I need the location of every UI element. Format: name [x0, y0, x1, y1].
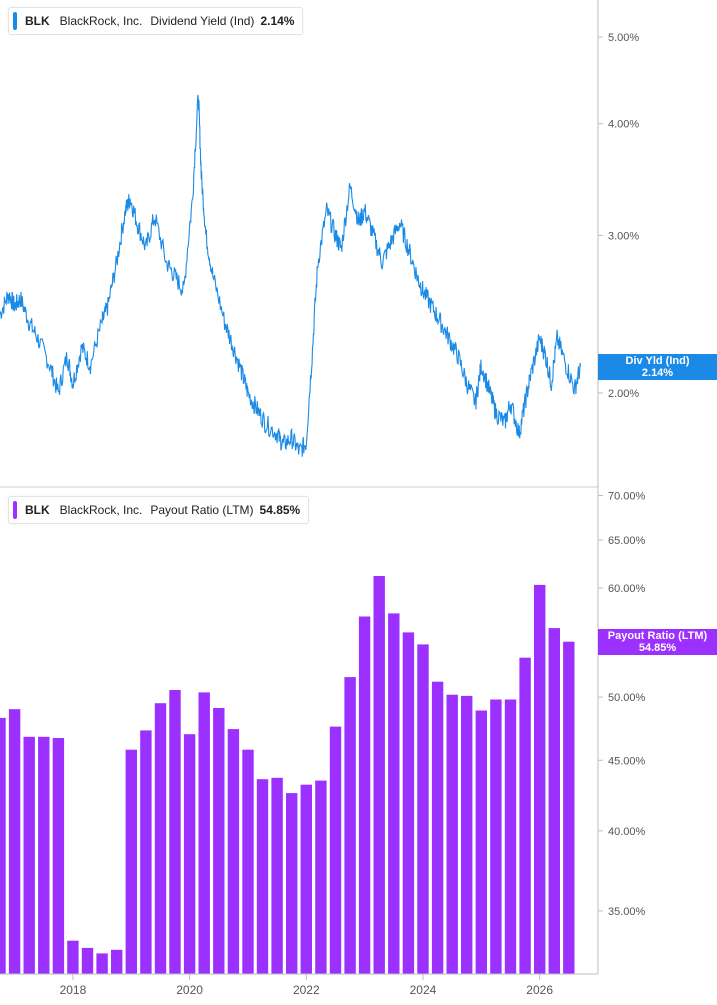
payout-bar — [198, 692, 210, 974]
legend-swatch-bar — [13, 501, 17, 519]
payout-bar — [519, 657, 531, 974]
payout-bar — [329, 726, 342, 974]
x-tick-label: 2022 — [293, 983, 320, 997]
legend-payout-ratio: BLK BlackRock, Inc. Payout Ratio (LTM) 5… — [8, 496, 310, 524]
payout-bar — [563, 641, 575, 974]
legend-ticker: BLK — [25, 14, 50, 28]
y-tick-label: 40.00% — [608, 826, 646, 838]
payout-bar — [534, 584, 546, 974]
tag-value: 2.14% — [641, 366, 674, 379]
x-tick-label: 2018 — [60, 983, 87, 997]
y-tick-label: 65.00% — [608, 535, 646, 547]
payout-bar — [227, 729, 240, 974]
x-tick-label: 2026 — [526, 983, 553, 997]
payout-bar — [169, 690, 181, 974]
y-tick-label: 3.00% — [608, 230, 639, 242]
payout-bar — [300, 784, 312, 974]
top-y-ticks: 2.00% 3.00% 4.00% 5.00% — [598, 32, 639, 400]
current-value-tag-yield: Div Yld (Ind) 2.14% — [598, 353, 717, 380]
payout-bar — [154, 703, 167, 974]
tag-label: Div Yld (Ind) — [625, 354, 690, 367]
legend-company: BlackRock, Inc. — [59, 503, 143, 517]
payout-bar — [125, 749, 137, 974]
payout-bar — [490, 699, 502, 974]
x-tick-label: 2024 — [410, 983, 437, 997]
payout-bar — [344, 677, 356, 974]
tag-value: 54.85% — [638, 641, 677, 654]
legend-value: 2.14% — [260, 14, 295, 28]
legend-value: 54.85% — [259, 503, 301, 517]
payout-bar — [358, 616, 371, 974]
legend-ticker: BLK — [25, 503, 50, 517]
payout-bar — [183, 734, 196, 974]
payout-bar — [475, 710, 487, 974]
x-ticks: 2018 2020 2022 2024 2026 — [60, 974, 553, 997]
payout-bar — [111, 949, 123, 974]
legend-swatch-line — [13, 12, 17, 30]
payout-bar — [23, 736, 35, 974]
payout-bar — [52, 738, 65, 974]
legend-dividend-yield: BLK BlackRock, Inc. Dividend Yield (Ind)… — [8, 7, 304, 35]
payout-bar — [38, 736, 50, 974]
legend-metric: Dividend Yield (Ind) — [150, 14, 255, 28]
bottom-y-ticks: 35.00%40.00%45.00%50.00%55.00%60.00%65.0… — [598, 491, 646, 918]
payout-bar — [461, 695, 473, 974]
y-tick-label: 2.00% — [608, 388, 639, 400]
current-value-tag-payout: Payout Ratio (LTM) 54.85% — [598, 628, 717, 655]
bottom-bars — [0, 576, 575, 974]
payout-bar — [256, 779, 269, 974]
payout-bar — [67, 940, 79, 974]
legend-metric: Payout Ratio (LTM) — [150, 503, 254, 517]
x-tick-label: 2020 — [176, 983, 203, 997]
payout-bar — [0, 717, 6, 974]
y-tick-label: 35.00% — [608, 906, 646, 918]
legend-company: BlackRock, Inc. — [59, 14, 143, 28]
payout-bar — [81, 947, 94, 974]
y-tick-label: 4.00% — [608, 119, 639, 131]
payout-bar — [140, 730, 152, 974]
payout-bar — [446, 694, 458, 974]
payout-bar — [431, 681, 444, 974]
payout-bar — [286, 793, 298, 974]
payout-bar — [96, 953, 108, 974]
payout-bar — [548, 628, 560, 974]
dividend-yield-line — [0, 94, 582, 457]
payout-bar — [388, 613, 400, 974]
payout-bar — [315, 780, 327, 974]
payout-bar — [402, 632, 415, 974]
y-tick-label: 50.00% — [608, 692, 646, 704]
tag-label: Payout Ratio (LTM) — [607, 629, 708, 642]
payout-bar — [271, 777, 283, 974]
payout-bar — [8, 709, 21, 974]
y-tick-label: 70.00% — [608, 491, 646, 503]
payout-bar — [373, 576, 385, 974]
y-tick-label: 45.00% — [608, 755, 646, 767]
payout-bar — [213, 708, 225, 974]
payout-bar — [504, 699, 517, 974]
y-tick-label: 60.00% — [608, 583, 646, 595]
payout-bar — [242, 749, 254, 974]
y-tick-label: 5.00% — [608, 32, 639, 44]
payout-bar — [417, 644, 429, 974]
